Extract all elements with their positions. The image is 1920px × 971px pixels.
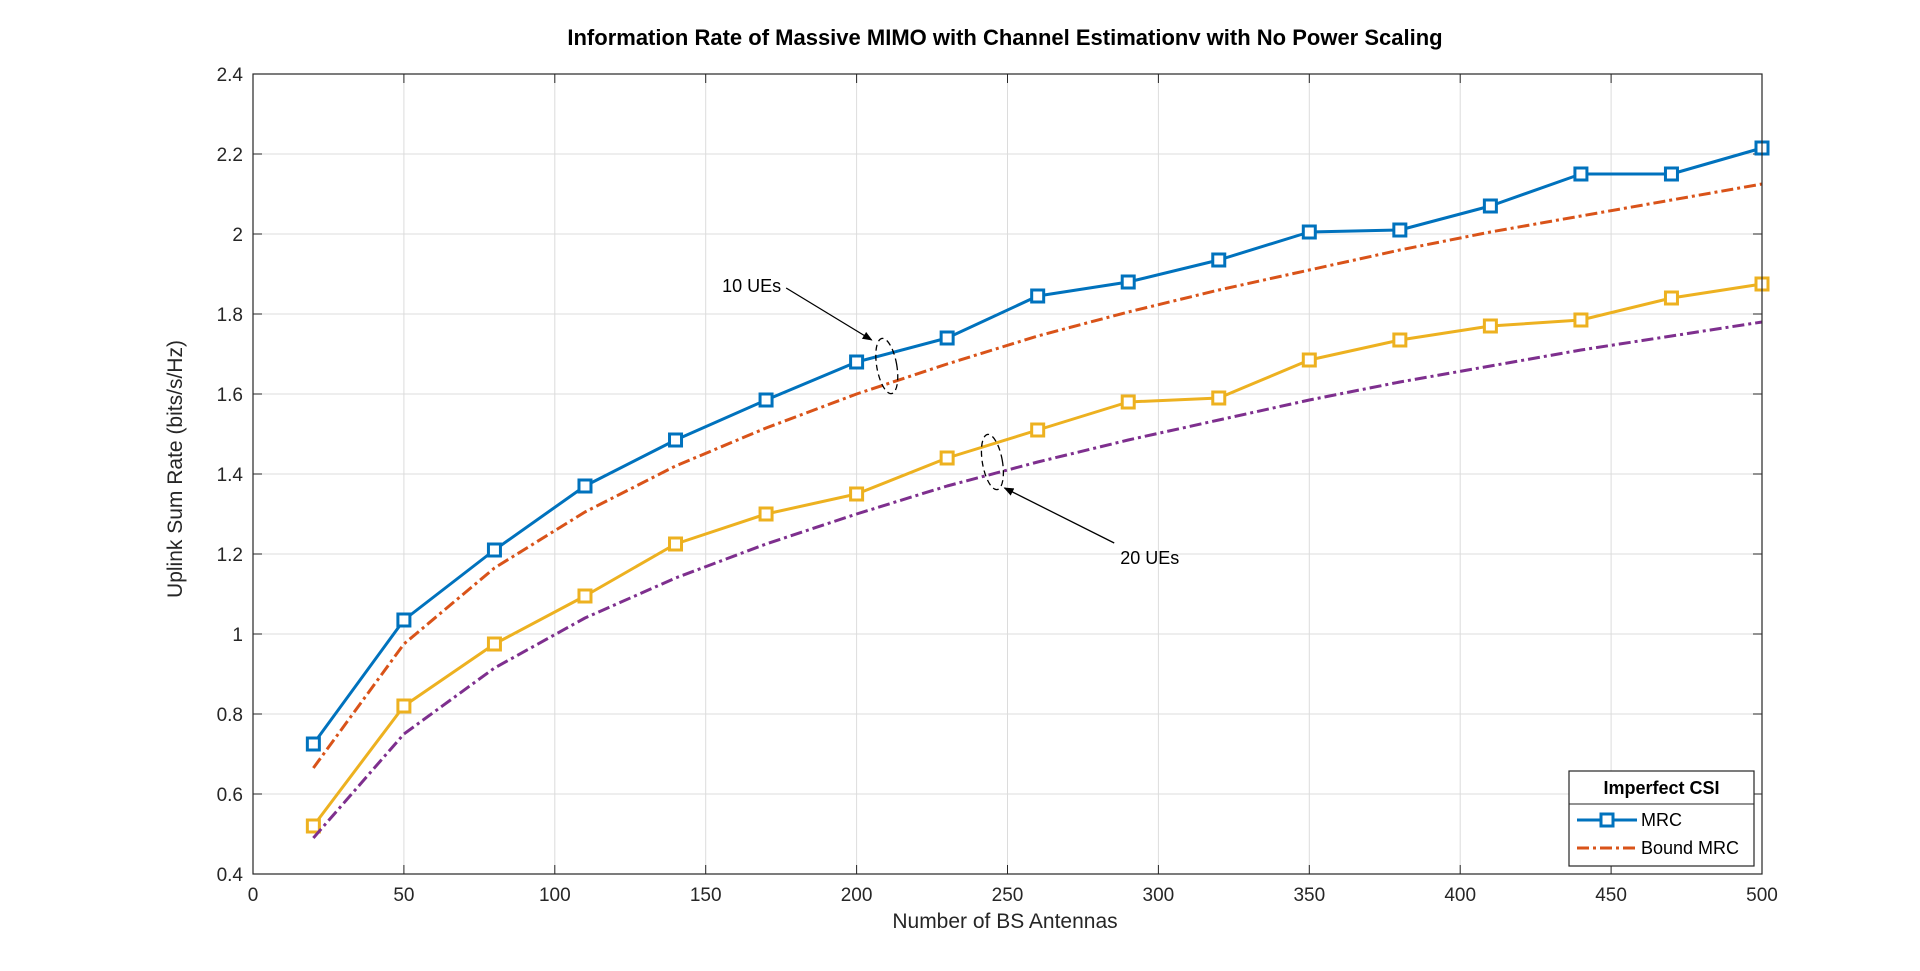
x-tick-label: 50 — [393, 885, 414, 906]
plot-area: 0 50 100 150 200 250 300 350 400 450 500 0.4 0.6 0.8 1… — [217, 65, 1778, 906]
data-point-mrc_20 — [1392, 332, 1408, 348]
legend: Imperfect CSI MRC Bound MRC — [1568, 770, 1755, 867]
data-point-mrc_20 — [1120, 394, 1136, 410]
data-point-mrc_10 — [939, 330, 955, 346]
annotation-label: 10 UEs — [722, 276, 781, 296]
data-point-mrc_20 — [1211, 390, 1227, 406]
annotation-ellipse — [875, 337, 899, 395]
data-point-mrc_10 — [849, 354, 865, 370]
data-point-mrc_20 — [1301, 352, 1317, 368]
data-point-mrc_10 — [1663, 166, 1679, 182]
x-tick-label: 400 — [1444, 885, 1476, 906]
data-point-mrc_10 — [1211, 252, 1227, 268]
y-tick-label: 2.2 — [217, 145, 243, 166]
data-point-mrc_10 — [758, 392, 774, 408]
axes-box — [252, 73, 1763, 875]
x-tick-label: 250 — [992, 885, 1024, 906]
data-point-mrc_20 — [486, 636, 502, 652]
y-tick-label: 0.6 — [217, 785, 243, 806]
series-line-bound_10 — [312, 182, 1763, 769]
data-point-mrc_10 — [486, 542, 502, 558]
data-point-mrc_10 — [1120, 274, 1136, 290]
series-line-bound_20 — [312, 320, 1763, 839]
legend-marker-mrc_10 — [1599, 812, 1615, 828]
y-tick-label: 1.2 — [217, 545, 243, 566]
legend-label-bound_10: Bound MRC — [1641, 838, 1739, 858]
data-point-mrc_20 — [939, 450, 955, 466]
y-tick-label: 1.4 — [217, 465, 244, 486]
data-point-mrc_10 — [1301, 224, 1317, 240]
data-point-mrc_10 — [1573, 166, 1589, 182]
annotation-label: 20 UEs — [1120, 548, 1179, 568]
data-point-mrc_20 — [1482, 318, 1498, 334]
y-axis-label: Uplink Sum Rate (bits/s/Hz) — [164, 340, 187, 598]
data-point-mrc_10 — [668, 432, 684, 448]
data-point-mrc_20 — [577, 588, 593, 604]
y-tick-label: 2.4 — [217, 65, 244, 86]
y-tick-label: 0.4 — [217, 865, 244, 886]
x-tick-label: 300 — [1143, 885, 1175, 906]
annotation-ellipse — [980, 433, 1005, 491]
y-tick-label: 2 — [232, 225, 243, 246]
x-tick-label: 150 — [690, 885, 722, 906]
legend-label-mrc_10: MRC — [1641, 810, 1682, 830]
data-point-mrc_20 — [1663, 290, 1679, 306]
data-point-mrc_20 — [758, 506, 774, 522]
x-tick-label: 450 — [1595, 885, 1627, 906]
data-point-mrc_20 — [668, 536, 684, 552]
data-point-mrc_10 — [1030, 288, 1046, 304]
data-point-mrc_20 — [1573, 312, 1589, 328]
data-point-mrc_10 — [305, 736, 321, 752]
x-tick-label: 0 — [248, 885, 259, 906]
y-tick-label: 1.6 — [217, 385, 243, 406]
y-tick-label: 1 — [232, 625, 243, 646]
data-point-mrc_20 — [396, 698, 412, 714]
annotation-arrow — [785, 287, 873, 341]
x-tick-label: 500 — [1746, 885, 1778, 906]
x-tick-label: 350 — [1293, 885, 1325, 906]
data-point-mrc_20 — [305, 818, 321, 834]
data-point-mrc_10 — [396, 612, 412, 628]
x-axis-label: Number of BS Antennas — [892, 910, 1117, 933]
data-point-mrc_20 — [849, 486, 865, 502]
y-tick-label: 1.8 — [217, 305, 243, 326]
x-tick-label: 100 — [539, 885, 571, 906]
data-point-mrc_10 — [1392, 222, 1408, 238]
data-point-mrc_10 — [1482, 198, 1498, 214]
chart-title: Information Rate of Massive MIMO with Ch… — [567, 25, 1442, 50]
x-tick-label: 200 — [841, 885, 873, 906]
annotation-arrow — [1003, 487, 1115, 544]
data-point-mrc_20 — [1030, 422, 1046, 438]
legend-title: Imperfect CSI — [1603, 778, 1719, 798]
y-tick-label: 0.8 — [217, 705, 243, 726]
data-point-mrc_10 — [577, 478, 593, 494]
